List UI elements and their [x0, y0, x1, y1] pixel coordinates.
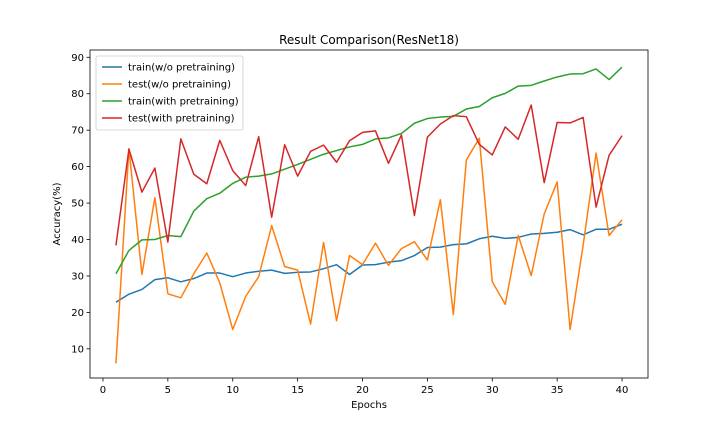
series-line-1	[115, 223, 623, 303]
legend: train(w/o pretraining) test(w/o pretraini…	[95, 55, 244, 131]
series-line-2	[115, 137, 623, 364]
x-tick-label: 5	[165, 385, 171, 396]
x-tick-label: 10	[226, 385, 239, 396]
y-tick-label: 70	[71, 126, 84, 137]
chart-title: Result Comparison(ResNet18)	[279, 33, 459, 47]
x-tick-label: 0	[100, 385, 106, 396]
y-tick-label: 80	[71, 89, 84, 100]
series-line-4	[115, 104, 623, 246]
y-tick-label: 90	[71, 53, 84, 64]
x-tick-label: 20	[356, 385, 369, 396]
x-axis-ticks: 0 5 10 15 20 25 30 35 40	[100, 378, 629, 396]
legend-box	[95, 55, 244, 131]
y-tick-label: 60	[71, 162, 84, 173]
legend-label: test(with pretraining)	[128, 114, 235, 125]
series-line-3	[115, 66, 623, 275]
y-tick-label: 40	[71, 235, 84, 246]
x-tick-label: 35	[551, 385, 564, 396]
y-axis-label: Accuracy(%)	[52, 182, 63, 245]
y-tick-label: 30	[71, 271, 84, 282]
plot-frame	[89, 49, 649, 379]
x-tick-label: 15	[291, 385, 304, 396]
plot-lines	[115, 66, 623, 364]
x-axis-label: Epochs	[351, 400, 387, 411]
y-tick-label: 20	[71, 308, 84, 319]
legend-label: test(w/o pretraining)	[128, 80, 231, 91]
legend-label: train(w/o pretraining)	[128, 63, 235, 74]
x-tick-label: 40	[616, 385, 629, 396]
legend-label: train(with pretraining)	[128, 97, 239, 108]
x-tick-label: 25	[421, 385, 434, 396]
y-axis-ticks: 10 20 30 40 50 60 70 80 90	[71, 53, 90, 355]
y-tick-label: 10	[71, 344, 84, 355]
x-tick-label: 30	[486, 385, 499, 396]
y-tick-label: 50	[71, 199, 84, 210]
